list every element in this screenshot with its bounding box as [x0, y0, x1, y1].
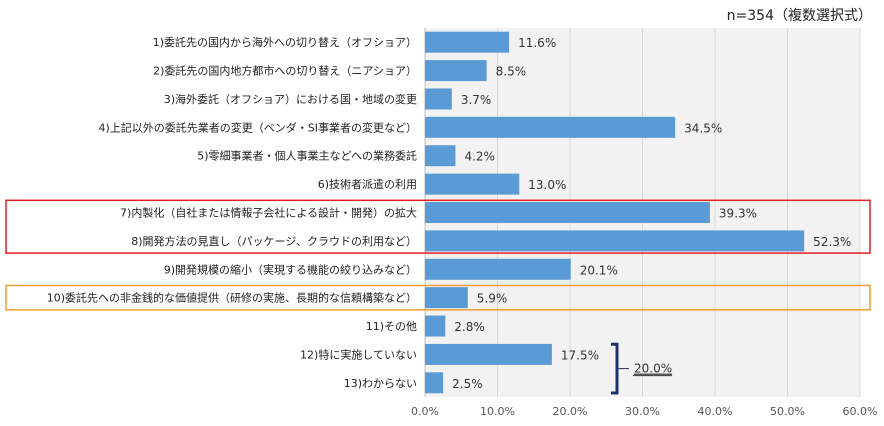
category-label: 2)委託先の国内地方都市への切り替え（ニアショア）: [153, 64, 417, 78]
data-label: 20.1%: [580, 263, 618, 277]
x-tick-label: 60.0%: [843, 405, 878, 418]
bar: [425, 372, 444, 394]
category-label: 11)その他: [366, 320, 417, 333]
data-label: 8.5%: [496, 65, 527, 79]
bar: [425, 258, 571, 280]
x-tick-label: 20.0%: [553, 405, 588, 418]
data-label: 3.7%: [461, 93, 492, 107]
x-tick-label: 10.0%: [480, 405, 515, 418]
data-label: 2.8%: [454, 320, 485, 334]
category-label: 12)特に実施していない: [300, 347, 417, 361]
bar: [425, 173, 520, 195]
bar: [425, 202, 710, 223]
highlight-box: [5, 284, 871, 311]
data-label: 11.6%: [518, 36, 556, 50]
data-label: 39.3%: [719, 207, 757, 221]
bracket-total-label: 20.0%: [634, 362, 672, 376]
x-tick-label: 0.0%: [411, 405, 439, 418]
bar: [425, 116, 676, 138]
bar: [425, 31, 510, 53]
data-label: 52.3%: [813, 235, 851, 249]
data-label: 2.5%: [452, 377, 483, 391]
bar: [425, 343, 552, 365]
x-tick-label: 40.0%: [698, 405, 733, 418]
category-label: 3)海外委託（オフショア）における国・地域の変更: [164, 92, 417, 106]
data-label: 4.2%: [464, 150, 495, 164]
x-tick-label: 50.0%: [770, 405, 805, 418]
data-label: 5.9%: [477, 292, 508, 306]
bar: [425, 287, 468, 309]
highlight-box: [5, 199, 871, 254]
bar: [425, 315, 446, 337]
category-label: 8)開発方法の見直し（パッケージ、クラウドの利用など）: [131, 234, 417, 248]
bar: [425, 88, 452, 110]
bar: [425, 230, 805, 252]
category-label: 9)開発規模の縮小（実現する機能の絞り込みなど）: [164, 262, 417, 276]
category-label: 7)内製化（自社または情報子会社による設計・開発）の拡大: [120, 206, 417, 220]
sample-size-note: n=354（複数選択式）: [727, 7, 872, 24]
data-label: 13.0%: [528, 178, 566, 192]
category-label: 10)委託先への非金銭的な価値提供（研修の実施、長期的な信頼構築など）: [47, 291, 417, 305]
data-label: 34.5%: [684, 121, 722, 135]
x-tick-label: 30.0%: [625, 405, 660, 418]
category-label: 1)委託先の国内から海外への切り替え（オフショア）: [153, 35, 417, 49]
bar: [425, 60, 487, 82]
category-label: 13)わからない: [344, 377, 417, 390]
data-label: 17.5%: [561, 348, 599, 362]
category-label: 4)上記以外の委託先業者の変更（ベンダ・SI事業者の変更など）: [98, 120, 417, 134]
category-label: 5)零細事業者・個人事業主などへの業務委託: [197, 149, 417, 163]
bar: [425, 145, 456, 167]
category-label: 6)技術者派遣の利用: [318, 177, 417, 191]
